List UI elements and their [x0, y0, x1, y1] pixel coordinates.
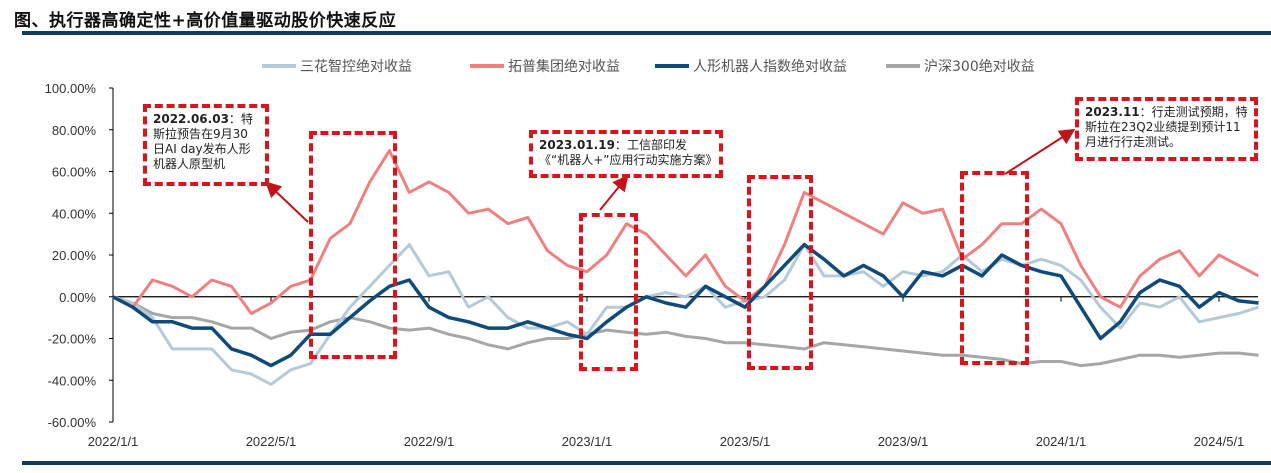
legend-swatch: [470, 64, 504, 68]
annotation-separator: ：: [614, 138, 627, 152]
x-tick-label: 2022/9/1: [404, 434, 455, 449]
series-line-hs300: [112, 295, 1259, 368]
annotation-date: 2023.01.19: [539, 138, 615, 152]
annotation-text: 特斯拉预告在9月30日AI day发布人形机器人原型机: [153, 112, 253, 171]
x-tick-label: 2023/5/1: [720, 434, 771, 449]
highlight-box-2023-05: [747, 175, 813, 370]
y-tick-label: -60.00%: [48, 415, 97, 430]
x-tick-label: 2024/1/1: [1036, 434, 1087, 449]
x-tick-label: 2023/9/1: [878, 434, 929, 449]
bottom-rule: [22, 461, 1271, 465]
y-tick-label: 0.00%: [59, 290, 96, 305]
annotation-2022-06-03: 2022.06.03：特斯拉预告在9月30日AI day发布人形机器人原型机: [143, 104, 269, 186]
legend-swatch: [262, 64, 296, 68]
y-tick-label: -40.00%: [48, 373, 97, 388]
annotation-arrow: [1004, 128, 1076, 175]
y-tick-label: 80.00%: [52, 123, 97, 138]
highlight-box-2023-11: [960, 171, 1029, 365]
x-tick-label: 2022/5/1: [246, 434, 297, 449]
highlight-box-2022-06: [309, 131, 397, 359]
legend-label: 沪深300绝对收益: [924, 59, 1035, 75]
x-tick-label: 2023/1/1: [562, 434, 613, 449]
legend-item-hs300: 沪深300绝对收益: [886, 56, 1035, 76]
legend-label: 三花智控绝对收益: [300, 59, 412, 75]
annotation-arrow: [599, 174, 629, 211]
y-tick-label: 100.00%: [45, 81, 97, 96]
legend-swatch: [655, 64, 689, 68]
x-tick-label: 2024/5/1: [1194, 434, 1245, 449]
figure-title: 图、执行器高确定性+高价值量驱动股价快速反应: [14, 11, 397, 31]
y-tick-label: -20.00%: [48, 332, 97, 347]
series-line-sanhua: [112, 243, 1259, 386]
annotation-2023-01-19: 2023.01.19：工信部印发《“机器人+”应用行动实施方案》: [529, 130, 723, 178]
legend-item-tuopu: 拓普集团绝对收益: [470, 56, 620, 76]
annotation-2023-11: 2023.11：行走测试预期，特斯拉在23Q2业绩提到预计11月进行行走测试。: [1075, 97, 1258, 161]
annotation-date: 2022.06.03: [153, 112, 229, 126]
legend-item-sanhua: 三花智控绝对收益: [262, 56, 412, 76]
annotation-arrow: [265, 181, 309, 223]
y-tick-label: 20.00%: [52, 248, 97, 263]
annotation-separator: ：: [1139, 105, 1152, 119]
legend-swatch: [886, 64, 920, 68]
highlight-box-2023-01: [579, 213, 638, 371]
x-tick-label: 2022/1/1: [88, 434, 139, 449]
series-line-robot-index: [112, 242, 1259, 368]
annotation-text: 工信部印发《“机器人+”应用行动实施方案》: [539, 138, 718, 167]
series-line-tuopu: [112, 149, 1260, 315]
legend-label: 人形机器人指数绝对收益: [693, 59, 847, 75]
legend-label: 拓普集团绝对收益: [508, 59, 620, 75]
legend-item-robot-index: 人形机器人指数绝对收益: [655, 56, 847, 76]
title-rule: [22, 31, 1271, 35]
annotation-text: 行走测试预期，特斯拉在23Q2业绩提到预计11月进行行走测试。: [1085, 105, 1248, 149]
annotation-date: 2023.11: [1085, 105, 1140, 119]
y-tick-label: 40.00%: [52, 206, 97, 221]
annotation-separator: ：: [228, 112, 241, 126]
y-tick-label: 60.00%: [52, 165, 97, 180]
